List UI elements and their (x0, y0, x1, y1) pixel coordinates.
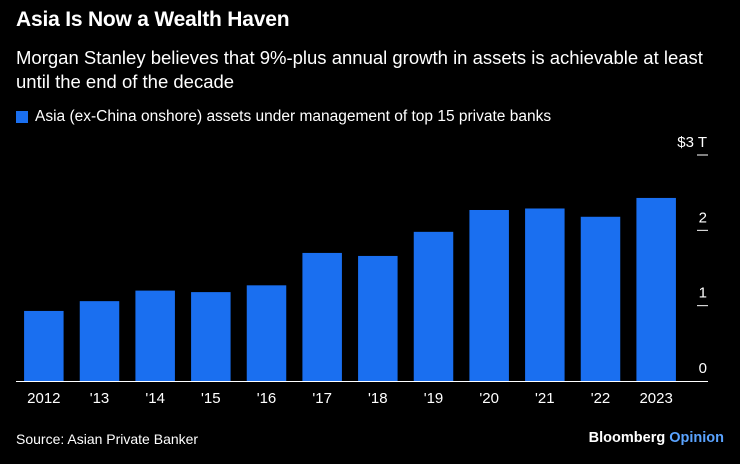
x-tick-label: 2023 (639, 390, 672, 407)
x-tick-label: '18 (368, 390, 388, 407)
x-tick-label: '13 (90, 390, 110, 407)
chart-subtitle: Morgan Stanley believes that 9%-plus ann… (16, 47, 703, 92)
brand-logo: Bloomberg Opinion (589, 430, 724, 446)
y-tick-label: $3 T (677, 134, 707, 151)
x-tick-label: '16 (257, 390, 277, 407)
x-tick-label: '20 (479, 390, 499, 407)
x-tick-label: '17 (312, 390, 332, 407)
source-note: Source: Asian Private Banker (16, 431, 199, 447)
legend-swatch (16, 111, 28, 123)
x-tick-label: '22 (591, 390, 611, 407)
y-tick-label: 1 (699, 285, 707, 302)
bar (79, 301, 120, 381)
bar (302, 252, 342, 381)
y-tick-label: 2 (699, 209, 707, 226)
bar (358, 255, 398, 381)
bar (580, 216, 621, 381)
bar (469, 209, 509, 381)
legend-label: Asia (ex-China onshore) assets under man… (35, 108, 552, 125)
x-tick-label: '19 (424, 390, 444, 407)
bar (636, 197, 676, 381)
brand-name: Bloomberg (588, 430, 666, 446)
x-tick-label: '14 (145, 390, 165, 407)
bar (246, 285, 287, 381)
bar (191, 292, 231, 381)
x-tick-label: '15 (201, 390, 221, 407)
bar (413, 231, 454, 381)
y-tick-label: 0 (699, 360, 707, 377)
bar (525, 208, 565, 381)
bar (135, 290, 175, 381)
chart-title: Asia Is Now a Wealth Haven (16, 8, 290, 31)
legend: Asia (ex-China onshore) assets under man… (16, 108, 551, 126)
x-tick-label: '21 (535, 390, 555, 407)
x-tick-label: 2012 (27, 390, 60, 407)
bar (24, 310, 64, 381)
brand-accent: Opinion (669, 430, 724, 446)
